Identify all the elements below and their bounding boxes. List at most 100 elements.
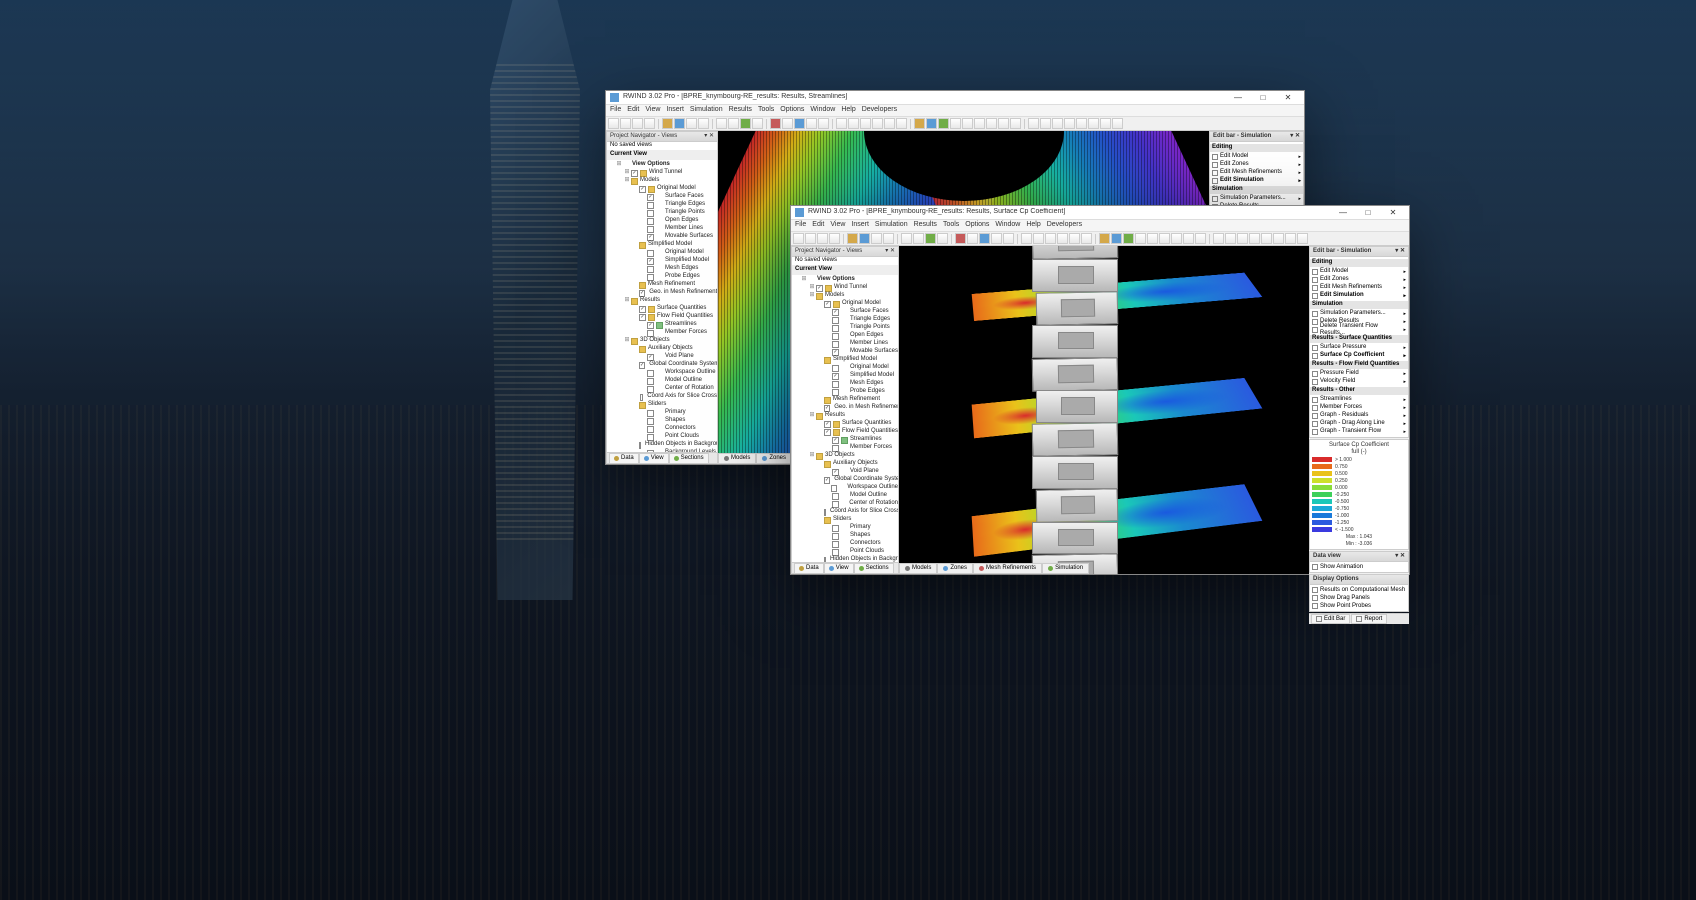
toolbar-button[interactable] xyxy=(782,118,793,129)
checkbox-icon[interactable] xyxy=(832,533,839,540)
toolbar-button[interactable] xyxy=(913,233,924,244)
viewport-3d[interactable]: ModelsZonesMesh RefinementsSimulation xyxy=(899,246,1309,574)
toolbar-button[interactable] xyxy=(914,118,925,129)
menu-options[interactable]: Options xyxy=(965,221,989,229)
panel-close-icon[interactable]: ▾ ✕ xyxy=(1290,133,1300,140)
toolbar-button[interactable] xyxy=(1100,118,1111,129)
tree-item[interactable]: Original Model xyxy=(607,249,717,257)
tree-item[interactable]: ✓Void Plane xyxy=(792,468,898,476)
panel-item[interactable]: Member Forces▸ xyxy=(1312,404,1406,412)
menu-window[interactable]: Window xyxy=(810,106,835,114)
tree-item[interactable]: Triangle Points xyxy=(607,209,717,217)
toolbar-button[interactable] xyxy=(872,118,883,129)
navigator-tab-view[interactable]: View xyxy=(824,563,854,573)
checkbox-icon[interactable] xyxy=(647,218,654,225)
menu-results[interactable]: Results xyxy=(914,221,937,229)
toolbar-button[interactable] xyxy=(884,118,895,129)
tree-item[interactable]: ✓Global Coordinate System (fixed) xyxy=(792,476,898,484)
checkbox-icon[interactable]: ✓ xyxy=(647,322,654,329)
menu-tools[interactable]: Tools xyxy=(943,221,959,229)
viewport-tab-zones[interactable]: Zones xyxy=(756,453,792,464)
toolbar-button[interactable] xyxy=(752,118,763,129)
toolbar-button[interactable] xyxy=(1285,233,1296,244)
menu-developers[interactable]: Developers xyxy=(862,106,897,114)
toolbar-button[interactable] xyxy=(986,118,997,129)
toolbar-button[interactable] xyxy=(1076,118,1087,129)
toolbar-button[interactable] xyxy=(1273,233,1284,244)
titlebar[interactable]: RWIND 3.02 Pro - [BPRE_knymbourg-RE_resu… xyxy=(606,91,1304,105)
tree-item[interactable]: Auxiliary Objects xyxy=(792,460,898,468)
menu-simulation[interactable]: Simulation xyxy=(875,221,908,229)
tree-item[interactable]: ✓Streamlines xyxy=(607,321,717,329)
toolbar-button[interactable] xyxy=(967,233,978,244)
tree-item[interactable]: Member Lines xyxy=(792,340,898,348)
checkbox-icon[interactable]: ✓ xyxy=(647,194,654,201)
tree-item[interactable]: Triangle Edges xyxy=(792,316,898,324)
checkbox-icon[interactable]: ✓ xyxy=(824,405,830,412)
toolbar-button[interactable] xyxy=(620,118,631,129)
checkbox-icon[interactable] xyxy=(647,266,654,273)
checkbox-icon[interactable] xyxy=(647,210,654,217)
minimize-button[interactable]: — xyxy=(1331,207,1355,219)
tree-item[interactable]: Triangle Edges xyxy=(607,201,717,209)
toolbar-button[interactable] xyxy=(662,118,673,129)
tree-item[interactable]: ✓Surface Quantities xyxy=(792,420,898,428)
toolbar-button[interactable] xyxy=(1003,233,1014,244)
viewport-tab-zones[interactable]: Zones xyxy=(937,563,973,574)
tree-item[interactable]: ⊞Results xyxy=(607,297,717,305)
toolbar-button[interactable] xyxy=(794,118,805,129)
menu-developers[interactable]: Developers xyxy=(1047,221,1082,229)
toolbar-button[interactable] xyxy=(793,233,804,244)
tree-item[interactable]: ✓Geo. in Mesh Refinement Editor xyxy=(792,404,898,412)
menu-simulation[interactable]: Simulation xyxy=(690,106,723,114)
toolbar-button[interactable] xyxy=(818,118,829,129)
toolbar-button[interactable] xyxy=(991,233,1002,244)
panel-item[interactable]: Edit Mesh Refinements▸ xyxy=(1212,169,1301,177)
tree-item[interactable]: Triangle Points xyxy=(792,324,898,332)
tree-item[interactable]: Open Edges xyxy=(607,217,717,225)
tree-item[interactable]: Mesh Edges xyxy=(792,380,898,388)
checkbox-icon[interactable] xyxy=(832,317,839,324)
tree-item[interactable]: Primary xyxy=(607,409,717,417)
panel-item[interactable]: Edit Zones▸ xyxy=(1312,276,1406,284)
tree-item[interactable]: Hidden Objects in Background xyxy=(607,441,717,449)
tree-item[interactable]: ⊞Results xyxy=(792,412,898,420)
option-item[interactable]: Results on Computational Mesh xyxy=(1312,586,1406,594)
checkbox-icon[interactable] xyxy=(640,394,643,401)
toolbar-button[interactable] xyxy=(1028,118,1039,129)
toolbar-button[interactable] xyxy=(770,118,781,129)
toolbar-button[interactable] xyxy=(1249,233,1260,244)
checkbox-icon[interactable] xyxy=(647,426,654,433)
toolbar-button[interactable] xyxy=(1088,118,1099,129)
checkbox-icon[interactable] xyxy=(647,274,654,281)
checkbox-icon[interactable] xyxy=(832,501,839,508)
tree-item[interactable]: Original Model xyxy=(792,364,898,372)
toolbar-button[interactable] xyxy=(817,233,828,244)
panel-close-icon[interactable]: ▾ ✕ xyxy=(1395,248,1405,255)
toolbar-button[interactable] xyxy=(974,118,985,129)
tree-item[interactable]: Sliders xyxy=(607,401,717,409)
toolbar-button[interactable] xyxy=(937,233,948,244)
toolbar-button[interactable] xyxy=(698,118,709,129)
tree-item[interactable]: ✓Surface Quantities xyxy=(607,305,717,313)
checkbox-icon[interactable] xyxy=(647,386,654,393)
tree-item[interactable]: Probe Edges xyxy=(607,273,717,281)
option-item[interactable]: Show Animation xyxy=(1312,563,1406,571)
toolbar-button[interactable] xyxy=(740,118,751,129)
toolbar-button[interactable] xyxy=(1135,233,1146,244)
tree-item[interactable]: Shapes xyxy=(607,417,717,425)
panel-item[interactable]: Velocity Field▸ xyxy=(1312,378,1406,386)
checkbox-icon[interactable] xyxy=(832,365,839,372)
panel-close-icon[interactable]: ▾ ✕ xyxy=(885,248,895,255)
titlebar[interactable]: RWIND 3.02 Pro - [BPRE_knymbourg-RE_resu… xyxy=(791,206,1409,220)
panel-item[interactable]: Edit Model▸ xyxy=(1212,153,1301,161)
toolbar-button[interactable] xyxy=(848,118,859,129)
checkbox-icon[interactable]: ✓ xyxy=(824,421,831,428)
tree-item[interactable]: Member Forces xyxy=(607,329,717,337)
toolbar-button[interactable] xyxy=(674,118,685,129)
navigator-tab-data[interactable]: Data xyxy=(609,453,639,463)
menu-edit[interactable]: Edit xyxy=(812,221,824,229)
tree-item[interactable]: Sliders xyxy=(792,516,898,524)
menu-insert[interactable]: Insert xyxy=(666,106,684,114)
tree-item[interactable]: Connectors xyxy=(607,425,717,433)
